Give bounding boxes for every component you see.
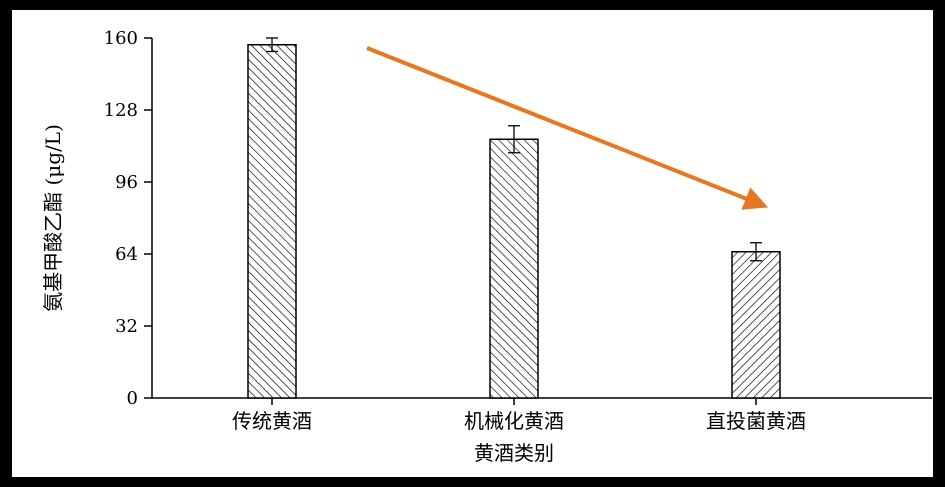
- bar: [247, 44, 297, 399]
- x-category-label: 传统黄酒: [232, 409, 312, 433]
- x-category-label: 机械化黄酒: [464, 409, 564, 433]
- y-tick-label: 128: [104, 100, 138, 121]
- trend-arrow: [366, 46, 769, 210]
- chart-frame: 0 32 64 96 128 160 传统黄酒 机械化黄酒 直投菌黄酒黄酒类别 氨基甲酸乙酯 (μ…: [12, 10, 933, 477]
- y-tick-label: 160: [104, 28, 138, 49]
- y-tick-label: 0: [127, 388, 138, 409]
- x-category-label: 直投菌黄酒: [706, 409, 806, 433]
- y-tick-label: 64: [115, 244, 138, 265]
- bars-group: [247, 37, 781, 399]
- annotation-group: [366, 46, 769, 210]
- y-axis-title: 氨基甲酸乙酯 (μg/L): [41, 124, 65, 312]
- bar: [731, 251, 781, 399]
- y-tick-label: 96: [115, 172, 138, 193]
- bar: [489, 138, 539, 399]
- x-axis-title: 黄酒类别: [474, 441, 554, 465]
- y-tick-label: 32: [115, 316, 138, 337]
